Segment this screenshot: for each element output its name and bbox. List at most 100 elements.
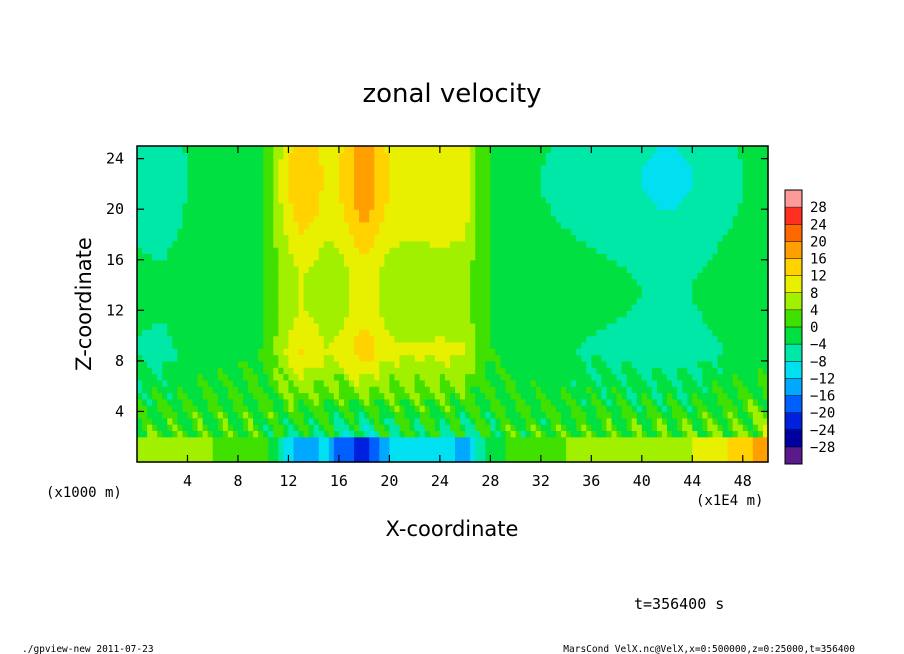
heatmap-cell xyxy=(571,386,577,394)
heatmap-cell xyxy=(449,430,456,438)
heatmap-cell xyxy=(651,360,658,368)
heatmap-cell xyxy=(591,253,597,261)
heatmap-cell xyxy=(162,228,168,236)
heatmap-cell xyxy=(237,215,244,223)
heatmap-cell xyxy=(197,310,204,318)
heatmap-cell xyxy=(535,209,542,217)
heatmap-cell xyxy=(248,266,254,273)
heatmap-cell xyxy=(591,266,597,273)
heatmap-cell xyxy=(399,398,406,406)
heatmap-cell xyxy=(177,304,184,311)
heatmap-cell xyxy=(757,386,764,394)
heatmap-cell xyxy=(505,354,512,362)
heatmap-cell xyxy=(414,310,421,318)
heatmap-cell xyxy=(682,285,688,292)
heatmap-cell xyxy=(480,272,486,280)
heatmap-cell xyxy=(707,266,714,273)
heatmap-cell xyxy=(591,234,597,242)
heatmap-cell xyxy=(384,209,390,217)
heatmap-cell xyxy=(409,436,416,444)
heatmap-cell xyxy=(258,247,264,255)
heatmap-cell xyxy=(576,316,582,324)
heatmap-cell xyxy=(586,247,592,255)
heatmap-cell xyxy=(298,386,305,394)
heatmap-cell xyxy=(237,360,244,368)
heatmap-cell xyxy=(525,285,532,292)
heatmap-cell xyxy=(137,443,143,450)
heatmap-cell xyxy=(374,253,380,261)
heatmap-cell xyxy=(490,285,497,292)
heatmap-cell xyxy=(561,221,567,229)
heatmap-cell xyxy=(419,329,426,337)
heatmap-cell xyxy=(308,335,315,343)
heatmap-cell xyxy=(717,424,724,431)
heatmap-cell xyxy=(555,209,562,217)
heatmap-cell xyxy=(687,272,693,280)
heatmap-cell xyxy=(677,436,683,444)
heatmap-cell xyxy=(702,215,709,223)
heatmap-cell xyxy=(167,430,173,438)
heatmap-cell xyxy=(182,322,189,330)
heatmap-cell xyxy=(616,234,623,242)
heatmap-cell xyxy=(142,379,148,387)
heatmap-cell xyxy=(601,424,608,431)
heatmap-cell xyxy=(394,335,401,343)
heatmap-cell xyxy=(465,322,471,330)
heatmap-cell xyxy=(550,209,557,217)
heatmap-cell xyxy=(323,322,330,330)
heatmap-cell xyxy=(616,449,623,457)
heatmap-cell xyxy=(217,348,224,356)
heatmap-cell xyxy=(172,215,178,223)
heatmap-cell xyxy=(722,304,729,311)
heatmap-cell xyxy=(434,411,441,419)
heatmap-cell xyxy=(354,354,360,362)
heatmap-cell xyxy=(591,215,597,223)
heatmap-cell xyxy=(480,234,486,242)
heatmap-cell xyxy=(712,436,719,444)
heatmap-cell xyxy=(419,449,426,457)
heatmap-cell xyxy=(394,285,401,292)
heatmap-cell xyxy=(561,436,567,444)
heatmap-cell xyxy=(535,272,542,280)
heatmap-cell xyxy=(737,354,744,362)
heatmap-cell xyxy=(530,272,537,280)
heatmap-cell xyxy=(343,322,350,330)
heatmap-cell xyxy=(444,272,451,280)
heatmap-cell xyxy=(752,348,759,356)
heatmap-cell xyxy=(601,266,608,273)
heatmap-cell xyxy=(253,322,259,330)
heatmap-cell xyxy=(581,253,587,261)
heatmap-cell xyxy=(586,259,592,267)
heatmap-cell xyxy=(545,221,552,229)
heatmap-cell xyxy=(288,443,295,450)
heatmap-cell xyxy=(460,228,466,236)
heatmap-cell xyxy=(581,316,587,324)
heatmap-cell xyxy=(359,209,365,217)
heatmap-cell xyxy=(460,455,466,463)
heatmap-cell xyxy=(520,272,527,280)
heatmap-cell xyxy=(152,322,158,330)
heatmap-cell xyxy=(379,341,385,349)
heatmap-cell xyxy=(475,411,481,419)
heatmap-cell xyxy=(273,449,279,457)
heatmap-cell xyxy=(177,398,184,406)
heatmap-cell xyxy=(237,285,244,292)
heatmap-cell xyxy=(641,234,648,242)
heatmap-cell xyxy=(283,335,290,343)
heatmap-cell xyxy=(399,335,406,343)
heatmap-cell xyxy=(439,360,446,368)
heatmap-cell xyxy=(455,354,461,362)
heatmap-cell xyxy=(323,272,330,280)
heatmap-cell xyxy=(616,285,623,292)
heatmap-cell xyxy=(601,411,608,419)
heatmap-cell xyxy=(485,449,491,457)
heatmap-cell xyxy=(677,455,683,463)
heatmap-cell xyxy=(697,360,703,368)
heatmap-cell xyxy=(712,354,719,362)
heatmap-cell xyxy=(515,430,522,438)
heatmap-cell xyxy=(530,310,537,318)
heatmap-cell xyxy=(268,304,274,311)
heatmap-cell xyxy=(243,424,249,431)
heatmap-cell xyxy=(237,228,244,236)
heatmap-cell xyxy=(530,341,537,349)
